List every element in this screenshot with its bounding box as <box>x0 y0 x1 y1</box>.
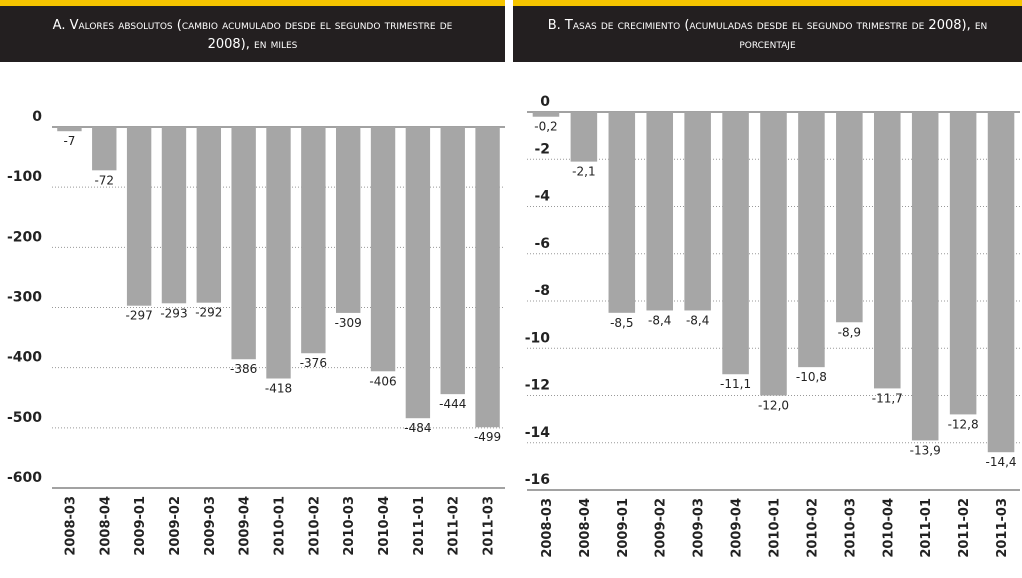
value-label: -297 <box>125 309 152 323</box>
bar <box>608 112 636 313</box>
bar <box>126 127 152 306</box>
bar <box>760 112 787 396</box>
value-label: -12,8 <box>948 417 979 431</box>
bar <box>722 112 749 375</box>
x-tick-label: 2008-04 <box>98 496 113 556</box>
bar <box>798 112 825 368</box>
x-tick-label: 2011-02 <box>447 496 462 556</box>
x-tick-label: 2009-03 <box>692 498 707 558</box>
bar <box>570 112 598 162</box>
panel-title: A. Valores absolutos (cambio acumulado d… <box>0 0 505 62</box>
value-label: -14,4 <box>986 455 1017 469</box>
x-tick-label: 2010-03 <box>843 498 858 558</box>
value-label: -10,8 <box>796 370 827 384</box>
bar <box>873 112 901 389</box>
y-tick-label: -4 <box>534 189 550 205</box>
value-label: -8,4 <box>686 313 709 327</box>
bar <box>949 112 977 415</box>
x-tick-label: 2011-03 <box>482 496 497 556</box>
x-tick-label: 2008-03 <box>63 496 78 556</box>
value-label: -72 <box>94 173 114 187</box>
y-tick-label: -12 <box>525 378 550 394</box>
x-tick-label: 2011-01 <box>919 498 934 558</box>
y-tick-label: 0 <box>32 109 42 125</box>
value-label: -2,1 <box>572 165 595 179</box>
x-tick-label: 2011-01 <box>412 496 427 556</box>
y-tick-label: -16 <box>525 472 550 488</box>
value-label: -484 <box>404 421 431 435</box>
bar <box>405 127 431 419</box>
y-tick-label: -10 <box>525 330 551 346</box>
bar <box>532 112 560 117</box>
y-tick-label: -2 <box>534 141 550 157</box>
x-tick-label: 2010-04 <box>881 498 896 558</box>
x-tick-label: 2009-01 <box>133 496 148 556</box>
x-tick-label: 2009-02 <box>168 496 183 556</box>
value-label: -7 <box>63 134 75 148</box>
x-tick-label: 2009-01 <box>616 498 631 558</box>
x-tick-label: 2010-04 <box>377 496 392 556</box>
bar <box>911 112 939 441</box>
bar <box>440 127 465 395</box>
value-label: -12,0 <box>758 399 789 413</box>
value-label: -309 <box>335 316 362 330</box>
value-label: -13,9 <box>910 443 941 457</box>
x-tick-label: 2008-03 <box>540 498 555 558</box>
bar <box>646 112 674 311</box>
y-tick-label: -100 <box>7 169 42 185</box>
bar <box>301 127 326 354</box>
y-tick-label: -600 <box>7 470 42 486</box>
y-tick-label: -400 <box>7 350 42 366</box>
value-label: -8,9 <box>838 325 861 339</box>
value-label: -292 <box>195 306 222 320</box>
x-tick-label: 2011-03 <box>995 498 1010 558</box>
x-tick-label: 2010-02 <box>307 496 322 556</box>
value-label: -444 <box>439 397 466 411</box>
bar <box>370 127 396 372</box>
value-label: -499 <box>474 430 501 444</box>
value-label: -386 <box>230 362 257 376</box>
x-tick-label: 2010-03 <box>342 496 357 556</box>
bar <box>266 127 291 379</box>
x-tick-label: 2009-02 <box>654 498 669 558</box>
value-label: -293 <box>160 306 187 320</box>
y-tick-label: -500 <box>7 410 42 426</box>
x-tick-label: 2008-04 <box>578 498 593 558</box>
y-tick-label: 0 <box>540 94 550 110</box>
bar <box>161 127 187 304</box>
y-tick-label: -300 <box>7 290 42 306</box>
value-label: -11,1 <box>720 377 751 391</box>
y-tick-label: -200 <box>7 229 42 245</box>
x-tick-label: 2010-01 <box>768 498 783 558</box>
x-tick-label: 2010-01 <box>273 496 288 556</box>
bar <box>231 127 256 360</box>
x-tick-label: 2011-02 <box>957 498 972 558</box>
value-label: -0,2 <box>534 120 557 134</box>
bar <box>335 127 361 313</box>
y-tick-label: -14 <box>525 425 551 441</box>
value-label: -8,4 <box>648 313 671 327</box>
value-label: -8,5 <box>610 316 633 330</box>
value-label: -406 <box>369 374 396 388</box>
x-tick-label: 2009-04 <box>238 496 253 556</box>
x-tick-label: 2010-02 <box>805 498 820 558</box>
bar <box>196 127 222 303</box>
x-tick-label: 2009-04 <box>730 498 745 558</box>
bar <box>987 112 1015 453</box>
y-tick-label: -6 <box>534 236 550 252</box>
panel-title: B. Tasas de crecimiento (acumuladas desd… <box>513 0 1022 62</box>
bar <box>475 127 500 428</box>
bar <box>684 112 711 311</box>
bar <box>836 112 863 323</box>
x-tick-label: 2009-03 <box>203 496 218 556</box>
value-label: -376 <box>300 356 327 370</box>
value-label: -418 <box>265 381 292 395</box>
bar <box>92 127 117 171</box>
y-tick-label: -8 <box>534 283 550 299</box>
value-label: -11,7 <box>872 391 903 405</box>
bar <box>57 127 82 132</box>
